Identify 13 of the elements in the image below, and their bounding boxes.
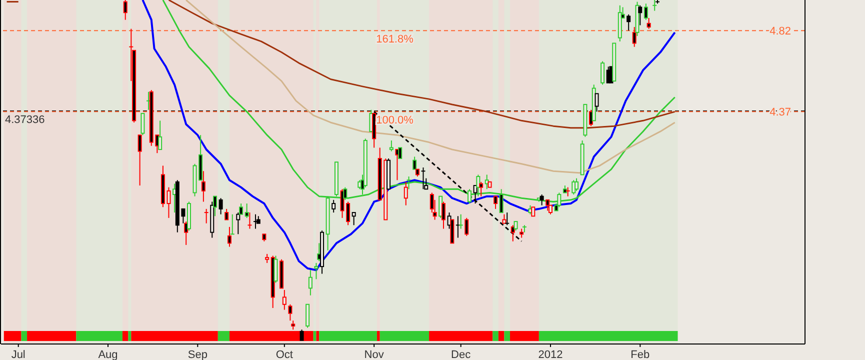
annotation: 100.0% [376, 114, 414, 127]
x-tick-label: Sep [188, 349, 208, 360]
ref-line-label: 4.37336 [5, 114, 45, 126]
x-tick-label: Feb [630, 349, 650, 360]
x-tick-label: Aug [98, 349, 118, 360]
y-tick-label: 4.37 [770, 106, 791, 119]
x-tick-label: Nov [364, 349, 384, 360]
annotation: 161.8% [376, 34, 414, 46]
x-tick-label: Jul [11, 349, 26, 360]
x-tick-label: 2012 [538, 349, 563, 360]
y-tick-label: 4.82 [770, 26, 791, 38]
x-tick-label: Dec [451, 349, 472, 360]
x-tick-label: Oct [276, 349, 293, 360]
